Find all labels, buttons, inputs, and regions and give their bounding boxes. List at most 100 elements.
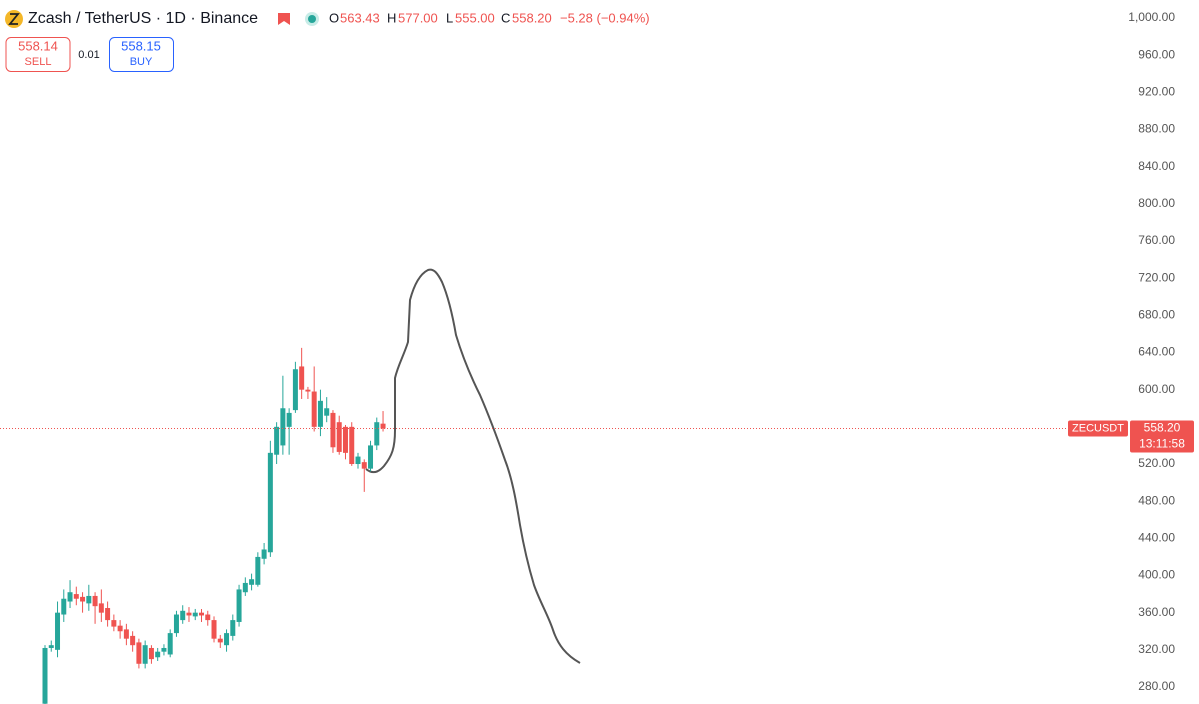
candle-body bbox=[130, 635, 136, 646]
candle-body bbox=[136, 642, 142, 664]
candle-body bbox=[261, 549, 267, 559]
candle-body bbox=[230, 620, 236, 636]
candle-body bbox=[67, 592, 73, 602]
candle-body bbox=[249, 579, 255, 585]
candle-body bbox=[336, 422, 342, 452]
open-label: O bbox=[329, 10, 339, 25]
candle-body bbox=[98, 603, 104, 613]
candle-body bbox=[167, 633, 173, 655]
candle-body bbox=[224, 633, 230, 646]
y-tick-label: 400.00 bbox=[1138, 568, 1175, 582]
y-tick-label: 600.00 bbox=[1138, 382, 1175, 396]
buy-label: BUY bbox=[130, 56, 153, 68]
candle-body bbox=[380, 423, 386, 429]
candle-body bbox=[280, 408, 286, 446]
coin-logo-mark bbox=[8, 13, 20, 25]
candle-body bbox=[192, 612, 198, 617]
candle-body bbox=[111, 620, 117, 627]
candle-body bbox=[374, 422, 380, 446]
y-tick-label: 640.00 bbox=[1138, 345, 1175, 359]
candle-body bbox=[61, 598, 67, 615]
high-label: H bbox=[387, 10, 396, 25]
y-tick-label: 1,000.00 bbox=[1128, 10, 1175, 24]
y-tick-label: 280.00 bbox=[1138, 679, 1175, 693]
y-tick-label: 800.00 bbox=[1138, 196, 1175, 210]
status-dot bbox=[308, 15, 316, 23]
candle-body bbox=[155, 651, 161, 658]
candle-body bbox=[180, 610, 186, 621]
candle-body bbox=[292, 369, 298, 411]
candle-body bbox=[361, 462, 367, 469]
sell-price: 558.14 bbox=[18, 38, 58, 53]
candle-body bbox=[242, 582, 248, 593]
drawn-projection bbox=[365, 268, 581, 664]
candle-body bbox=[305, 389, 311, 392]
candle-body bbox=[299, 366, 305, 390]
candle-body bbox=[86, 595, 92, 604]
y-tick-label: 360.00 bbox=[1138, 605, 1175, 619]
candle-body bbox=[117, 625, 123, 632]
price-badge bbox=[1130, 420, 1194, 453]
y-tick-label: 680.00 bbox=[1138, 308, 1175, 322]
y-tick-label: 520.00 bbox=[1138, 456, 1175, 470]
y-tick-label: 440.00 bbox=[1138, 531, 1175, 545]
close-label: C bbox=[501, 10, 510, 25]
candle-body bbox=[148, 647, 154, 660]
candle-body bbox=[186, 612, 192, 616]
y-tick-label: 480.00 bbox=[1138, 493, 1175, 507]
last-price-label: 558.20 bbox=[1144, 421, 1181, 435]
candle-body bbox=[311, 391, 317, 427]
candle-body bbox=[92, 595, 98, 607]
high-value: 577.00 bbox=[398, 10, 438, 25]
candle-body bbox=[48, 645, 54, 648]
candle-body bbox=[330, 412, 336, 448]
candle-body bbox=[80, 596, 86, 602]
candle-body bbox=[286, 412, 292, 427]
candle-body bbox=[355, 456, 361, 465]
candle-body bbox=[274, 426, 280, 455]
spread: 0.01 bbox=[78, 49, 99, 61]
symbol-label: ZECUSDT bbox=[1072, 422, 1124, 434]
candle-body bbox=[42, 647, 48, 704]
buy-button[interactable] bbox=[109, 37, 174, 72]
candle-body bbox=[349, 426, 355, 465]
candle-body bbox=[236, 589, 242, 622]
candle-body bbox=[73, 594, 79, 599]
buy-price: 558.15 bbox=[121, 38, 161, 53]
change-value: −5.28 (−0.94%) bbox=[560, 10, 650, 25]
open-value: 563.43 bbox=[340, 10, 380, 25]
y-tick-label: 320.00 bbox=[1138, 642, 1175, 656]
y-tick-label: 760.00 bbox=[1138, 233, 1175, 247]
y-tick-label: 840.00 bbox=[1138, 159, 1175, 173]
candle-body bbox=[317, 400, 323, 427]
low-value: 555.00 bbox=[455, 10, 495, 25]
y-tick-label: 880.00 bbox=[1138, 122, 1175, 136]
close-value: 558.20 bbox=[512, 10, 552, 25]
candle-body bbox=[205, 614, 211, 621]
candle-body bbox=[105, 608, 111, 621]
candle-body bbox=[161, 647, 167, 652]
candle-body bbox=[342, 426, 348, 453]
flag-icon bbox=[278, 13, 290, 25]
candle-body bbox=[217, 638, 223, 643]
candle-body bbox=[123, 629, 129, 639]
sell-label: SELL bbox=[25, 56, 52, 68]
candle-body bbox=[211, 620, 217, 639]
y-tick-label: 720.00 bbox=[1138, 270, 1175, 284]
candle-body bbox=[55, 612, 61, 650]
symbol-badge bbox=[1068, 420, 1128, 437]
y-tick-label: 920.00 bbox=[1138, 85, 1175, 99]
countdown-label: 13:11:58 bbox=[1139, 437, 1185, 451]
candle-body bbox=[368, 445, 374, 469]
sell-button[interactable] bbox=[5, 37, 71, 72]
y-tick-label: 960.00 bbox=[1138, 47, 1175, 61]
candle-body bbox=[173, 614, 179, 634]
low-label: L bbox=[446, 10, 453, 25]
candle-body bbox=[199, 612, 204, 616]
candle-body bbox=[255, 556, 261, 585]
candle-body bbox=[142, 645, 148, 664]
candle-body bbox=[324, 408, 330, 416]
candle-body bbox=[267, 452, 273, 553]
chart-title: Zcash / TetherUS · 1D · Binance bbox=[28, 10, 258, 27]
